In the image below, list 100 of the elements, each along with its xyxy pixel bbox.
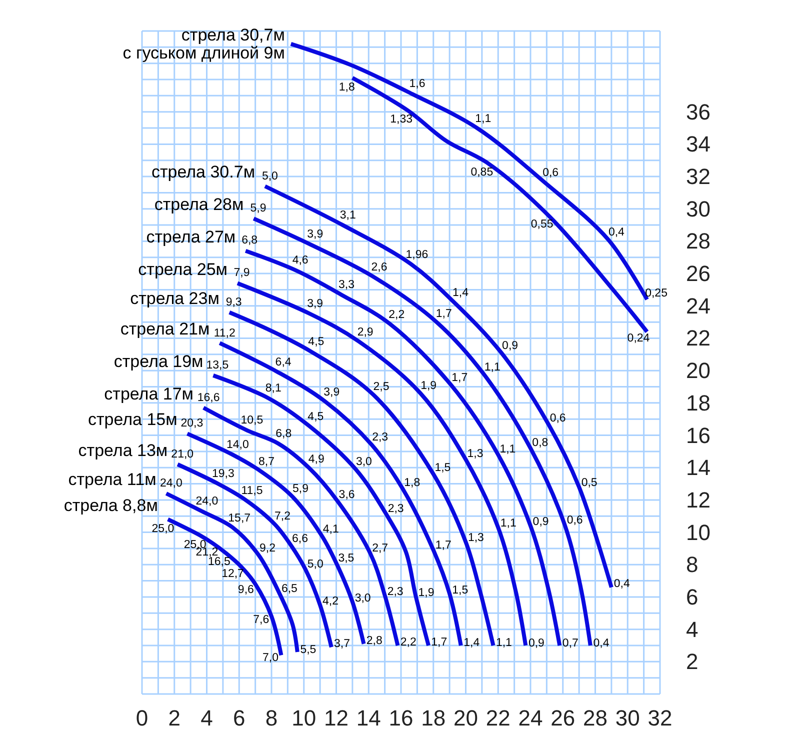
annotation: 8,7 (258, 456, 274, 468)
annotation: 0,9 (528, 638, 544, 650)
annotation: 20,3 (180, 418, 204, 430)
annotation: 4,9 (308, 454, 324, 466)
series-label: стрела 21м (120, 320, 210, 339)
annotation: 3,9 (324, 386, 340, 399)
y-tick-label: 32 (686, 164, 710, 190)
annotation: 4,1 (322, 523, 339, 536)
annotation: 1,7 (452, 372, 468, 384)
annotation: 1,3 (467, 448, 484, 460)
annotation: 3,9 (307, 298, 324, 310)
annotation: 2,7 (372, 542, 388, 554)
annotation: 1,4 (464, 637, 480, 650)
annotation: 4,2 (322, 596, 338, 608)
x-tick-label: 24 (518, 706, 543, 730)
x-tick-label: 14 (356, 706, 381, 730)
annotation: 0,7 (562, 637, 578, 650)
annotation: 5,5 (300, 644, 316, 656)
annotation: 0,55 (530, 218, 554, 231)
annotation: 1,96 (406, 248, 428, 261)
annotation: 11,2 (214, 327, 236, 340)
annotation: 8,1 (265, 382, 282, 394)
annotation: 7,9 (234, 267, 250, 280)
y-tick-label: 8 (686, 552, 698, 578)
annotation: 6,5 (281, 582, 298, 595)
x-tick-label: 20 (454, 706, 478, 730)
annotation: 5,9 (292, 483, 309, 496)
annotation: 3,5 (338, 552, 354, 564)
series-label: стрела 19м (114, 352, 204, 371)
y-tick-label: 18 (686, 390, 710, 416)
annotation: 6,8 (242, 234, 258, 247)
annotation: 0,4 (593, 638, 610, 650)
annotation: 7,6 (253, 614, 270, 626)
annotation: 3,7 (334, 638, 350, 650)
x-tick-label: 6 (233, 706, 246, 730)
annotation: 7,2 (274, 510, 291, 522)
annotation: 4,6 (292, 254, 308, 266)
annotation: 2,2 (388, 309, 405, 322)
y-tick-label: 12 (686, 487, 710, 512)
annotation: 5,9 (250, 202, 266, 215)
y-tick-label: 20 (686, 358, 710, 384)
annotation: 6,4 (275, 356, 292, 369)
annotation: 3,0 (356, 456, 372, 468)
y-tick-label: 6 (686, 584, 698, 610)
annotation: 5,0 (307, 558, 324, 571)
annotation: 6,8 (276, 428, 292, 440)
annotation: 0,25 (645, 287, 668, 300)
series-label: стрела 13м (78, 440, 168, 460)
x-tick-label: 32 (648, 706, 672, 730)
annotation: 9,2 (260, 542, 276, 555)
annotation: 1,3 (468, 532, 484, 544)
annotation: 1,7 (435, 540, 452, 552)
y-tick-label: 2 (686, 649, 698, 674)
annotation: 1,1 (500, 443, 516, 456)
annotation: 1,6 (409, 78, 426, 90)
annotation: 1,9 (418, 586, 434, 599)
annotation: 24,0 (160, 478, 182, 490)
annotation: 6,6 (292, 533, 308, 546)
annotation: 4,5 (308, 336, 324, 348)
series-label: стрела 11м (68, 470, 156, 489)
annotation: 9,6 (238, 584, 254, 596)
annotation: 1,4 (452, 287, 470, 300)
x-tick-label: 10 (292, 706, 316, 730)
annotation: 4,5 (308, 411, 324, 424)
annotation: 2,3 (372, 432, 388, 444)
annotation: 24,0 (196, 495, 218, 508)
x-tick-label: 8 (265, 706, 278, 730)
annotation: 19,3 (212, 468, 234, 480)
annotation: 1,8 (338, 81, 355, 94)
x-tick-label: 28 (583, 706, 608, 730)
annotation: 1,8 (404, 477, 420, 490)
annotation: 1,5 (434, 462, 451, 474)
y-tick-label: 4 (686, 616, 698, 642)
x-tick-label: 2 (168, 706, 180, 730)
series-label: стрела 8,8м (64, 496, 158, 515)
x-tick-label: 30 (615, 706, 640, 730)
annotation: 13,5 (206, 359, 229, 372)
annotation: 16,6 (197, 392, 220, 404)
annotation: 2,5 (373, 381, 390, 394)
annotation: 11,5 (241, 484, 263, 497)
annotation: 10,5 (240, 414, 264, 426)
annotation: 0,24 (627, 332, 650, 345)
annotation: 0,8 (532, 436, 548, 449)
y-tick-label: 10 (686, 520, 710, 545)
annotation: 1,7 (431, 636, 448, 649)
annotation: 2,6 (371, 261, 388, 274)
annotation: 0,5 (581, 477, 598, 490)
annotation: 16,5 (208, 556, 230, 568)
y-tick-label: 16 (686, 422, 710, 448)
y-tick-label: 30 (686, 196, 710, 222)
x-tick-label: 22 (486, 706, 510, 730)
y-tick-label: 14 (686, 455, 710, 480)
annotation: 15,7 (228, 512, 251, 525)
annotation: 1,1 (475, 112, 492, 125)
annotation: 0,4 (614, 578, 630, 590)
annotation: 0,6 (566, 514, 583, 526)
annotation: 1,1 (500, 518, 516, 530)
x-tick-label: 4 (200, 706, 213, 730)
x-tick-label: 12 (324, 706, 348, 730)
series-label: стрела 17м (104, 384, 194, 404)
